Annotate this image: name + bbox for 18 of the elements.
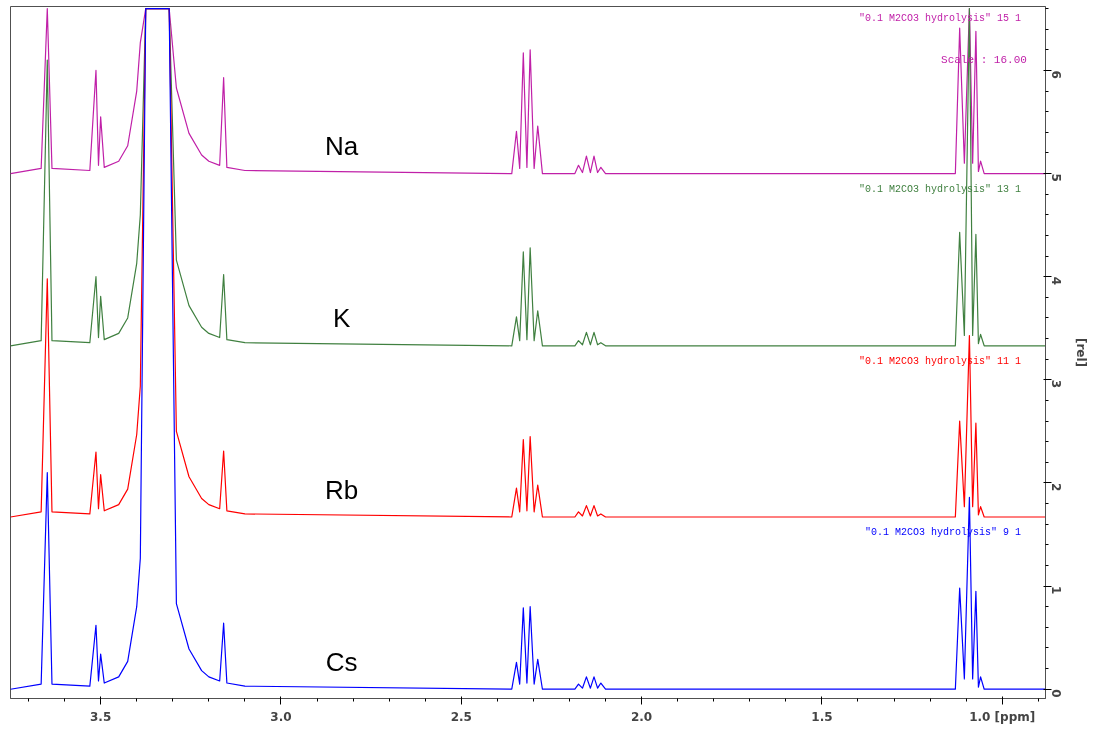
y-axis-title: [rel]: [1073, 337, 1088, 368]
x-tick-label: 1.5: [811, 709, 833, 724]
x-tick-label: 1.0 [ppm]: [969, 709, 1036, 724]
series-label: Na: [325, 131, 359, 162]
series-label: Rb: [325, 474, 359, 505]
y-tick-label: 1: [1049, 586, 1063, 595]
x-tick-label: 2.0: [630, 709, 653, 724]
x-tick-label: 3.0: [270, 709, 292, 724]
series-label: Cs: [325, 646, 358, 677]
y-tick-label: 0: [1049, 689, 1063, 698]
y-tick-label: 3: [1049, 379, 1063, 389]
series-label: K: [333, 303, 352, 334]
y-tick-label: 2: [1049, 482, 1063, 492]
x-tick-label: 2.5: [450, 709, 472, 724]
x-tick-label: 3.5: [90, 709, 112, 724]
y-tick-label: 5: [1049, 173, 1063, 182]
y-tick-label: 4: [1049, 276, 1063, 286]
y-tick-label: 6: [1049, 70, 1063, 79]
